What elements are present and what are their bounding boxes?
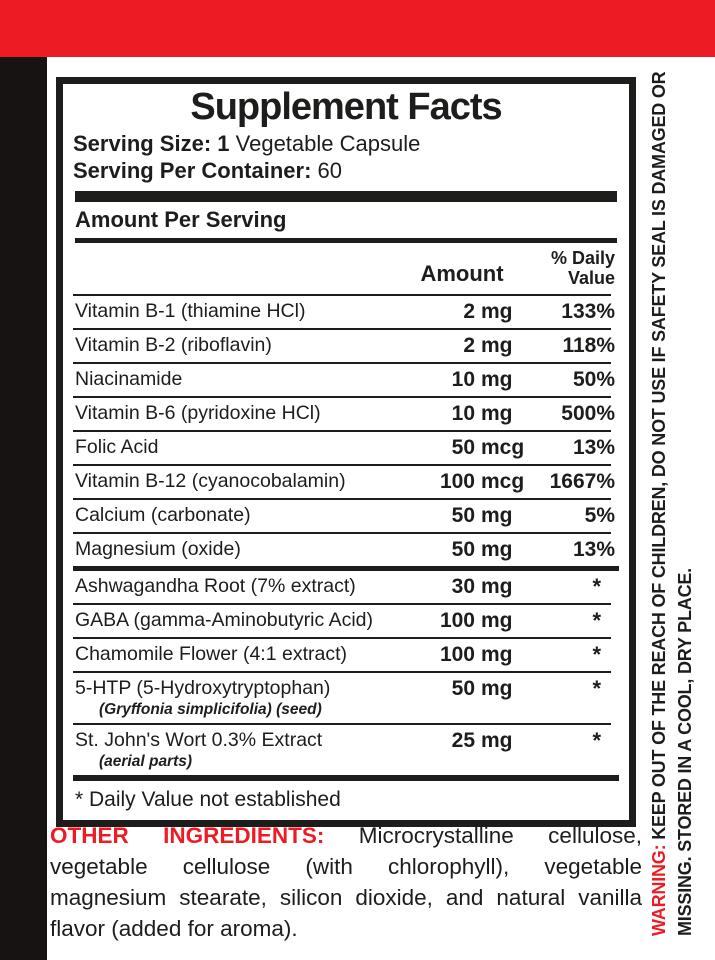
ingredient-name: Vitamin B-2 (riboflavin) bbox=[75, 334, 272, 356]
ingredient-daily-value: 133% bbox=[561, 300, 615, 323]
ingredient-name: Chamomile Flower (4:1 extract) bbox=[75, 643, 347, 665]
ingredient-name: Niacinamide bbox=[75, 368, 183, 390]
row-divider bbox=[73, 498, 611, 500]
ingredient-name-main: St. John's Wort 0.3% Extract bbox=[75, 729, 323, 751]
supplement-facts-box: Supplement Facts Serving Size: 1 Vegetab… bbox=[56, 77, 636, 827]
ingredient-amount: 30 mg bbox=[451, 575, 513, 598]
amount-column-header: Amount bbox=[420, 261, 504, 286]
ingredient-name: Vitamin B-12 (cyanocobalamin) bbox=[75, 470, 346, 492]
supplement-facts-title: Supplement Facts bbox=[190, 86, 502, 128]
ingredient-name: Vitamin B-1 (thiamine HCl) bbox=[75, 300, 306, 322]
warning-label: WARNING: bbox=[649, 844, 669, 936]
ingredient-amount: 100 mcg bbox=[439, 470, 525, 493]
ingredient-amount: 100 mg bbox=[439, 643, 513, 666]
row-divider bbox=[73, 464, 611, 466]
ingredient-daily-value: * bbox=[592, 728, 601, 753]
table-row: Niacinamide 10 mg 50% bbox=[73, 364, 619, 396]
ingredient-amount: 2 mg bbox=[463, 300, 513, 323]
other-ingredients-body: Microcrystalline cellulose, vegetable ce… bbox=[50, 823, 642, 941]
ingredient-name: Magnesium (oxide) bbox=[75, 538, 241, 560]
ingredient-amount: 50 mg bbox=[451, 504, 513, 527]
ingredient-name-main: 5-HTP (5-Hydroxytryptophan) bbox=[75, 677, 331, 699]
servings-per-container-label: Serving Per Container: bbox=[73, 158, 312, 183]
section-divider-bar bbox=[75, 191, 617, 202]
table-row: Vitamin B-1 (thiamine HCl) 2 mg 133% bbox=[73, 296, 619, 328]
ingredient-amount: 25 mg bbox=[451, 729, 513, 752]
row-divider bbox=[73, 671, 611, 673]
ingredient-daily-value: 13% bbox=[572, 436, 615, 459]
ingredient-daily-value: 1667% bbox=[549, 470, 615, 493]
warning-line-1-rest: KEEP OUT OF THE REACH OF CHILDREN, DO NO… bbox=[649, 71, 669, 845]
ingredient-name: Calcium (carbonate) bbox=[75, 504, 251, 526]
servings-per-container-line: Serving Per Container: 60 bbox=[73, 157, 619, 184]
other-ingredients-label: OTHER INGREDIENTS: bbox=[50, 823, 325, 848]
row-divider bbox=[73, 328, 611, 330]
table-row: Chamomile Flower (4:1 extract) 100 mg * bbox=[73, 639, 619, 671]
ingredient-amount: 2 mg bbox=[463, 334, 513, 357]
table-row: Folic Acid 50 mcg 13% bbox=[73, 432, 619, 464]
ingredient-daily-value: * bbox=[592, 608, 601, 633]
table-row: Vitamin B-2 (riboflavin) 2 mg 118% bbox=[73, 330, 619, 362]
table-row: Calcium (carbonate) 50 mg 5% bbox=[73, 500, 619, 532]
table-row: Vitamin B-12 (cyanocobalamin) 100 mcg 166… bbox=[73, 466, 619, 498]
table-row: Ashwagandha Root (7% extract) 30 mg * bbox=[73, 571, 619, 603]
side-warning-text: WARNING: KEEP OUT OF THE REACH OF CHILDR… bbox=[646, 66, 698, 936]
ingredient-name: GABA (gamma-Aminobutyric Acid) bbox=[75, 609, 374, 631]
row-divider bbox=[73, 294, 611, 296]
ingredient-daily-value: 5% bbox=[584, 504, 615, 527]
warning-line-2: MISSING. STORED IN A COOL, DRY PLACE. bbox=[675, 568, 695, 936]
ingredient-daily-value: * bbox=[592, 574, 601, 599]
section-divider bbox=[73, 566, 619, 571]
ingredient-amount: 10 mg bbox=[451, 368, 513, 391]
serving-info: Serving Size: 1 Vegetable Capsule Servin… bbox=[73, 130, 619, 184]
ingredient-amount: 50 mcg bbox=[451, 436, 525, 459]
daily-value-footnote: * Daily Value not established bbox=[75, 788, 341, 811]
ingredient-amount: 10 mg bbox=[451, 402, 513, 425]
row-divider bbox=[73, 637, 611, 639]
ingredient-daily-value: 50% bbox=[572, 368, 615, 391]
row-divider bbox=[73, 430, 611, 432]
ingredient-name-sub: (Gryffonia simplicifolia) (seed) bbox=[99, 701, 322, 718]
ingredient-amount: 50 mg bbox=[451, 538, 513, 561]
ingredient-daily-value: 13% bbox=[572, 538, 615, 561]
serving-size-line: Serving Size: 1 Vegetable Capsule bbox=[73, 130, 619, 157]
row-divider bbox=[73, 396, 611, 398]
warning-line-1: WARNING: KEEP OUT OF THE REACH OF CHILDR… bbox=[646, 66, 672, 936]
ingredient-amount: 100 mg bbox=[439, 609, 513, 632]
ingredient-name: St. John's Wort 0.3% Extract (aerial par… bbox=[73, 728, 397, 771]
daily-value-column-header: % Daily Value bbox=[527, 248, 619, 288]
ingredient-name: Vitamin B-6 (pyridoxine HCl) bbox=[75, 402, 321, 424]
row-divider bbox=[73, 362, 611, 364]
table-row: 5-HTP (5-Hydroxytryptophan) (Gryffonia s… bbox=[73, 673, 619, 723]
table-row: GABA (gamma-Aminobutyric Acid) 100 mg * bbox=[73, 605, 619, 637]
table-row: Magnesium (oxide) 50 mg 13% bbox=[73, 534, 619, 566]
ingredient-name: Folic Acid bbox=[75, 436, 159, 458]
ingredient-daily-value: 118% bbox=[562, 334, 615, 357]
footnote-divider bbox=[73, 775, 619, 781]
row-divider bbox=[73, 723, 611, 725]
serving-size-value: Vegetable Capsule bbox=[235, 131, 421, 156]
table-header-row: Amount % Daily Value bbox=[73, 243, 619, 294]
other-ingredients-text: OTHER INGREDIENTS: Microcrystalline cell… bbox=[50, 820, 642, 944]
ingredient-name: Ashwagandha Root (7% extract) bbox=[75, 575, 356, 597]
ingredient-daily-value: * bbox=[592, 676, 601, 701]
table-row: Vitamin B-6 (pyridoxine HCl) 10 mg 500% bbox=[73, 398, 619, 430]
row-divider bbox=[73, 532, 611, 534]
ingredient-name: 5-HTP (5-Hydroxytryptophan) (Gryffonia s… bbox=[73, 676, 397, 719]
ingredient-daily-value: * bbox=[592, 642, 601, 667]
table-row: St. John's Wort 0.3% Extract (aerial par… bbox=[73, 725, 619, 775]
servings-per-container-value: 60 bbox=[317, 158, 342, 183]
serving-size-label: Serving Size: 1 bbox=[73, 131, 230, 156]
row-divider bbox=[73, 603, 611, 605]
daily-value-header-line1: % Daily bbox=[550, 248, 615, 268]
heading-divider-bar bbox=[75, 238, 617, 243]
left-black-band bbox=[0, 57, 47, 960]
daily-value-header-line2: Value bbox=[567, 268, 615, 288]
amount-per-serving-heading: Amount Per Serving bbox=[75, 207, 287, 232]
ingredient-amount: 50 mg bbox=[451, 677, 513, 700]
ingredient-name-sub: (aerial parts) bbox=[99, 753, 193, 770]
ingredient-daily-value: 500% bbox=[561, 402, 615, 425]
top-red-band bbox=[0, 0, 715, 57]
